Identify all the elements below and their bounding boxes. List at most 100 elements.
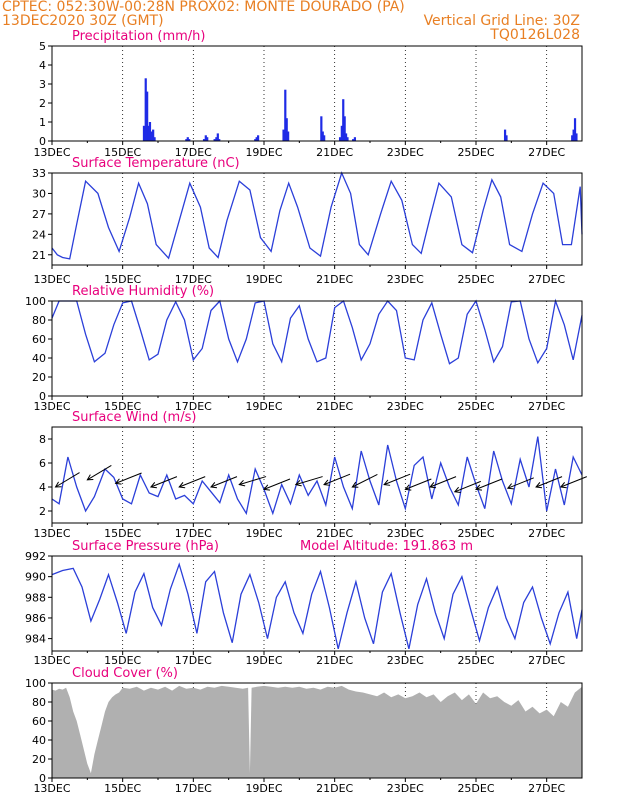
precip-xtick-label: 13DEC bbox=[33, 146, 70, 159]
precip-bar bbox=[146, 91, 149, 141]
wind-arrow bbox=[210, 476, 238, 488]
temp-ytick-label: 27 bbox=[32, 208, 46, 221]
precip-bar bbox=[216, 133, 219, 141]
precip-bar bbox=[148, 122, 152, 141]
cloud-title: Cloud Cover (%) bbox=[72, 666, 178, 681]
temp-ytick-label: 33 bbox=[32, 167, 46, 180]
press-xtick-label: 19DEC bbox=[245, 654, 282, 667]
cloud-xtick-label: 19DEC bbox=[245, 782, 282, 795]
cloud-xtick-label: 25DEC bbox=[457, 782, 494, 795]
precip-ytick-label: 0 bbox=[39, 135, 46, 148]
wind-arrow bbox=[239, 476, 267, 486]
press-series-line bbox=[51, 562, 583, 650]
temp-frame bbox=[51, 172, 583, 266]
wind-arrow bbox=[429, 476, 457, 488]
rh-xtick-label: 13DEC bbox=[33, 400, 70, 413]
precip-ytick-label: 1 bbox=[39, 116, 46, 129]
precip-bar bbox=[255, 137, 258, 141]
wind-arrow-head bbox=[86, 474, 94, 481]
wind-arrow bbox=[507, 477, 534, 489]
wind-arrow-head bbox=[114, 478, 122, 485]
precip-bar bbox=[186, 137, 189, 141]
precip-bar bbox=[285, 118, 288, 141]
cloud-xtick-label: 17DEC bbox=[175, 782, 212, 795]
temp-xtick-label: 13DEC bbox=[33, 273, 70, 286]
precip-bar bbox=[343, 116, 346, 141]
wind-arrow-head bbox=[263, 484, 271, 491]
wind-xtick-label: 21DEC bbox=[316, 527, 353, 540]
precip-bar bbox=[218, 139, 221, 141]
rh-xtick-label: 19DEC bbox=[245, 400, 282, 413]
wind-arrow bbox=[454, 480, 481, 493]
wind-arrow-head bbox=[475, 484, 483, 491]
precip-bar bbox=[144, 78, 147, 141]
wind-ytick-label: 4 bbox=[39, 481, 46, 494]
header-station: CPTEC: 052:30W-00:28N PROX02: MONTE DOUR… bbox=[2, 0, 405, 15]
precip-bar bbox=[572, 129, 575, 141]
wind-arrow-head bbox=[54, 481, 62, 488]
precip-bar bbox=[346, 137, 349, 141]
rh-title: Relative Humidity (%) bbox=[72, 284, 214, 299]
cloud-xtick-label: 13DEC bbox=[33, 782, 70, 795]
precip-bar bbox=[152, 129, 155, 141]
precip-bar bbox=[202, 139, 206, 141]
press-xtick-label: 21DEC bbox=[316, 654, 353, 667]
precip-xtick-label: 21DEC bbox=[316, 146, 353, 159]
precip-bar bbox=[153, 137, 156, 141]
precip-bar bbox=[573, 118, 577, 141]
press-xtick-label: 25DEC bbox=[457, 654, 494, 667]
temp-title: Surface Temperature (nC) bbox=[72, 156, 240, 171]
precip-bar bbox=[204, 135, 207, 141]
wind-arrow bbox=[115, 472, 142, 484]
wind-xtick-label: 17DEC bbox=[175, 527, 212, 540]
wind-arrow bbox=[352, 474, 378, 488]
temp-xtick-label: 19DEC bbox=[245, 273, 282, 286]
precip-bar bbox=[206, 137, 209, 141]
wind-arrow bbox=[87, 464, 112, 481]
rh-ytick-label: 100 bbox=[25, 295, 46, 308]
rh-series-line bbox=[51, 298, 583, 365]
precip-bar bbox=[256, 135, 260, 141]
wind-arrow bbox=[295, 476, 323, 486]
precip-xtick-label: 17DEC bbox=[175, 146, 212, 159]
precip-bar bbox=[575, 133, 578, 141]
rh-frame bbox=[51, 300, 583, 397]
precip-bar bbox=[320, 116, 323, 141]
temp-xtick-label: 21DEC bbox=[316, 273, 353, 286]
wind-arrow-head bbox=[404, 484, 412, 491]
precip-bar bbox=[352, 139, 355, 141]
header-run-date: 13DEC2020 30Z (GMT) bbox=[2, 13, 164, 29]
press-ytick-label: 984 bbox=[25, 633, 46, 646]
temp-xtick-label: 23DEC bbox=[387, 273, 424, 286]
wind-arrow bbox=[323, 473, 351, 486]
precip-bar bbox=[353, 137, 357, 141]
precip-bar bbox=[188, 139, 191, 141]
press-xtick-label: 27DEC bbox=[528, 654, 565, 667]
precip-xtick-label: 19DEC bbox=[245, 146, 282, 159]
wind-arrow bbox=[150, 476, 178, 488]
press-xtick-label: 23DEC bbox=[387, 654, 424, 667]
temp-series-line bbox=[51, 171, 583, 260]
wind-arrow bbox=[55, 472, 80, 488]
temp-xtick-label: 27DEC bbox=[528, 273, 565, 286]
wind-arrow-head bbox=[238, 479, 246, 487]
rh-xtick-label: 15DEC bbox=[104, 400, 141, 413]
precip-bar bbox=[254, 139, 257, 141]
wind-arrow-head bbox=[149, 482, 157, 489]
precip-bar bbox=[571, 135, 574, 141]
temp-ytick-label: 30 bbox=[32, 187, 46, 200]
rh-xtick-label: 27DEC bbox=[528, 400, 565, 413]
press-ytick-label: 988 bbox=[25, 591, 46, 604]
precip-title: Precipitation (mm/h) bbox=[72, 29, 205, 44]
cloud-xtick-label: 15DEC bbox=[104, 782, 141, 795]
precip-bar bbox=[321, 131, 324, 141]
wind-xtick-label: 23DEC bbox=[387, 527, 424, 540]
temp-xtick-label: 15DEC bbox=[104, 273, 141, 286]
precip-xtick-label: 23DEC bbox=[387, 146, 424, 159]
precip-ytick-label: 4 bbox=[39, 59, 46, 72]
cloud-area bbox=[52, 685, 582, 778]
precip-xtick-label: 15DEC bbox=[104, 146, 141, 159]
wind-arrow-head bbox=[535, 482, 543, 489]
wind-arrow bbox=[475, 478, 503, 490]
wind-xtick-label: 27DEC bbox=[528, 527, 565, 540]
